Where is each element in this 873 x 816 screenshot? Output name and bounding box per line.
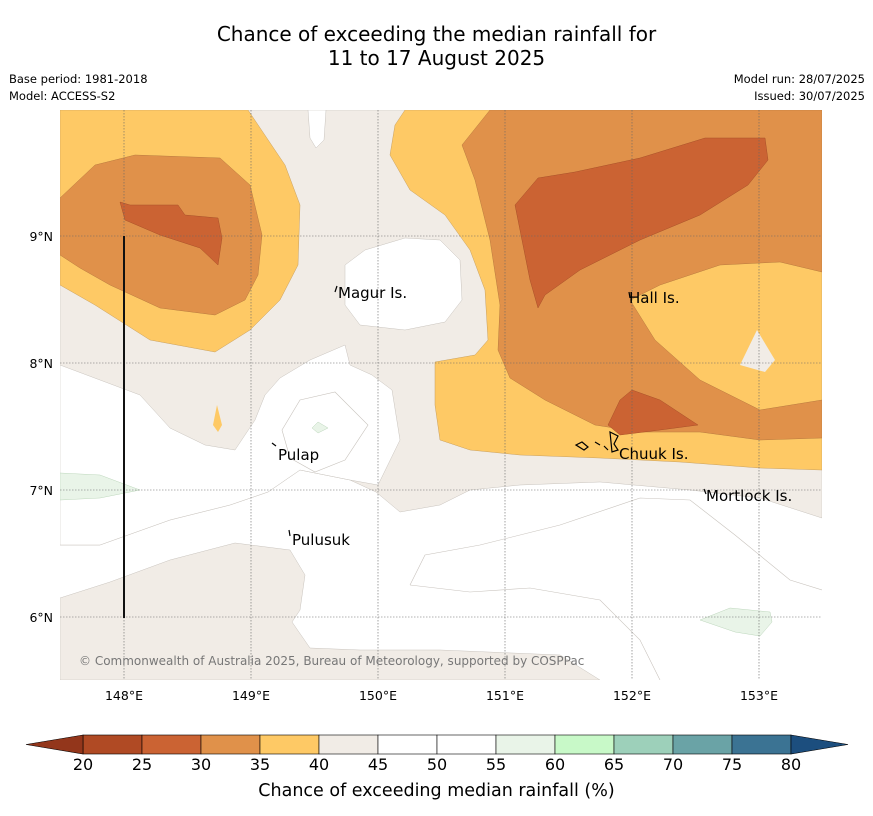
colorbar-tick-label: 50 bbox=[426, 755, 448, 774]
chart-title: Chance of exceeding the median rainfall … bbox=[0, 22, 873, 70]
colorbar-tick-label: 40 bbox=[308, 755, 330, 774]
contour-line-south bbox=[409, 497, 822, 591]
contour-line-pulap bbox=[281, 391, 369, 473]
lon-tick-148: 148°E bbox=[105, 688, 143, 703]
contour-40-45-south bbox=[60, 542, 601, 680]
place-label-pulap: Pulap bbox=[278, 446, 319, 464]
colorbar-title: Chance of exceeding median rainfall (%) bbox=[258, 781, 615, 801]
lat-tick-7: 7°N bbox=[29, 483, 53, 498]
contour-25-30-nw bbox=[119, 201, 223, 266]
colorbar-over-arrow bbox=[790, 734, 849, 755]
mortlock-island-shape bbox=[703, 488, 707, 495]
lon-tick-150: 150°E bbox=[359, 688, 397, 703]
contour-35-40-small bbox=[213, 405, 222, 432]
contour-line-southeast bbox=[409, 584, 661, 680]
colorbar-tick-label: 30 bbox=[190, 755, 212, 774]
contour-white-top-notch bbox=[307, 110, 327, 149]
colorbar-tick-label: 25 bbox=[131, 755, 153, 774]
colorbar-tick-label: 75 bbox=[721, 755, 743, 774]
model-text: Model: ACCESS-S2 bbox=[9, 89, 116, 103]
lon-tick-151: 151°E bbox=[486, 688, 524, 703]
contour-25-30-east bbox=[514, 137, 769, 309]
chuuk-island-shape bbox=[574, 430, 619, 453]
place-label-pulusuk: Pulusuk bbox=[292, 531, 350, 549]
colorbar-tick-label: 80 bbox=[780, 755, 802, 774]
contour-25-30-chuuk bbox=[607, 389, 699, 436]
meta-right: Model run: 28/07/2025 Issued: 30/07/2025 bbox=[734, 71, 865, 105]
colorbar-swatch bbox=[200, 734, 261, 755]
colorbar-tick-label: 45 bbox=[367, 755, 389, 774]
colorbar-swatch bbox=[82, 734, 143, 755]
colorbar-swatch bbox=[672, 734, 733, 755]
lat-tick-9: 9°N bbox=[29, 229, 53, 244]
model-run-text: Model run: 28/07/2025 bbox=[733, 72, 865, 86]
colorbar-swatch bbox=[377, 734, 438, 755]
probability-contours bbox=[60, 110, 822, 680]
place-label-magur: Magur Is. bbox=[338, 284, 407, 302]
copyright-text: © Commonwealth of Australia 2025, Bureau… bbox=[79, 654, 584, 668]
colorbar-swatch bbox=[495, 734, 556, 755]
contour-55-60-pulap bbox=[311, 421, 329, 434]
colorbar-under-arrow bbox=[25, 734, 84, 755]
island-markers bbox=[271, 285, 707, 537]
colorbar-swatch bbox=[613, 734, 674, 755]
pulap-island-shape bbox=[271, 442, 277, 447]
contour-55-60-east bbox=[699, 607, 773, 637]
contour-white-magur bbox=[344, 237, 463, 331]
place-label-hall: Hall Is. bbox=[629, 289, 680, 307]
lon-tick-149: 149°E bbox=[232, 688, 270, 703]
lon-tick-153: 153°E bbox=[740, 688, 778, 703]
base-period-text: Base period: 1981-2018 bbox=[9, 72, 148, 86]
meta-left: Base period: 1981-2018 Model: ACCESS-S2 bbox=[9, 71, 148, 105]
colorbar-swatch bbox=[141, 734, 202, 755]
title-line-1: Chance of exceeding the median rainfall … bbox=[216, 22, 657, 46]
lon-tick-152: 152°E bbox=[613, 688, 651, 703]
lat-tick-8: 8°N bbox=[29, 356, 53, 371]
colorbar bbox=[25, 734, 849, 755]
colorbar-tick-label: 20 bbox=[72, 755, 94, 774]
colorbar-tick-label: 70 bbox=[662, 755, 684, 774]
colorbar-tick-label: 60 bbox=[544, 755, 566, 774]
colorbar-swatch bbox=[318, 734, 379, 755]
issued-text: Issued: 30/07/2025 bbox=[754, 89, 865, 103]
title-line-2: 11 to 17 August 2025 bbox=[327, 46, 546, 70]
colorbar-swatch bbox=[731, 734, 792, 755]
contour-40-45-hall bbox=[740, 330, 775, 372]
contour-white-pulap bbox=[60, 344, 401, 546]
place-label-chuuk: Chuuk Is. bbox=[619, 445, 688, 463]
colorbar-swatch bbox=[259, 734, 320, 755]
colorbar-tick-label: 55 bbox=[485, 755, 507, 774]
hall-island-shape bbox=[628, 291, 631, 299]
lat-tick-6: 6°N bbox=[29, 610, 53, 625]
pulusuk-island-shape bbox=[288, 529, 291, 537]
magur-island-shape bbox=[334, 285, 338, 293]
colorbar-swatch bbox=[554, 734, 615, 755]
contour-55-60-west bbox=[60, 472, 141, 501]
colorbar-swatch bbox=[436, 734, 497, 755]
place-label-mortlock: Mortlock Is. bbox=[706, 487, 792, 505]
colorbar-tick-label: 35 bbox=[249, 755, 271, 774]
colorbar-tick-label: 65 bbox=[603, 755, 625, 774]
